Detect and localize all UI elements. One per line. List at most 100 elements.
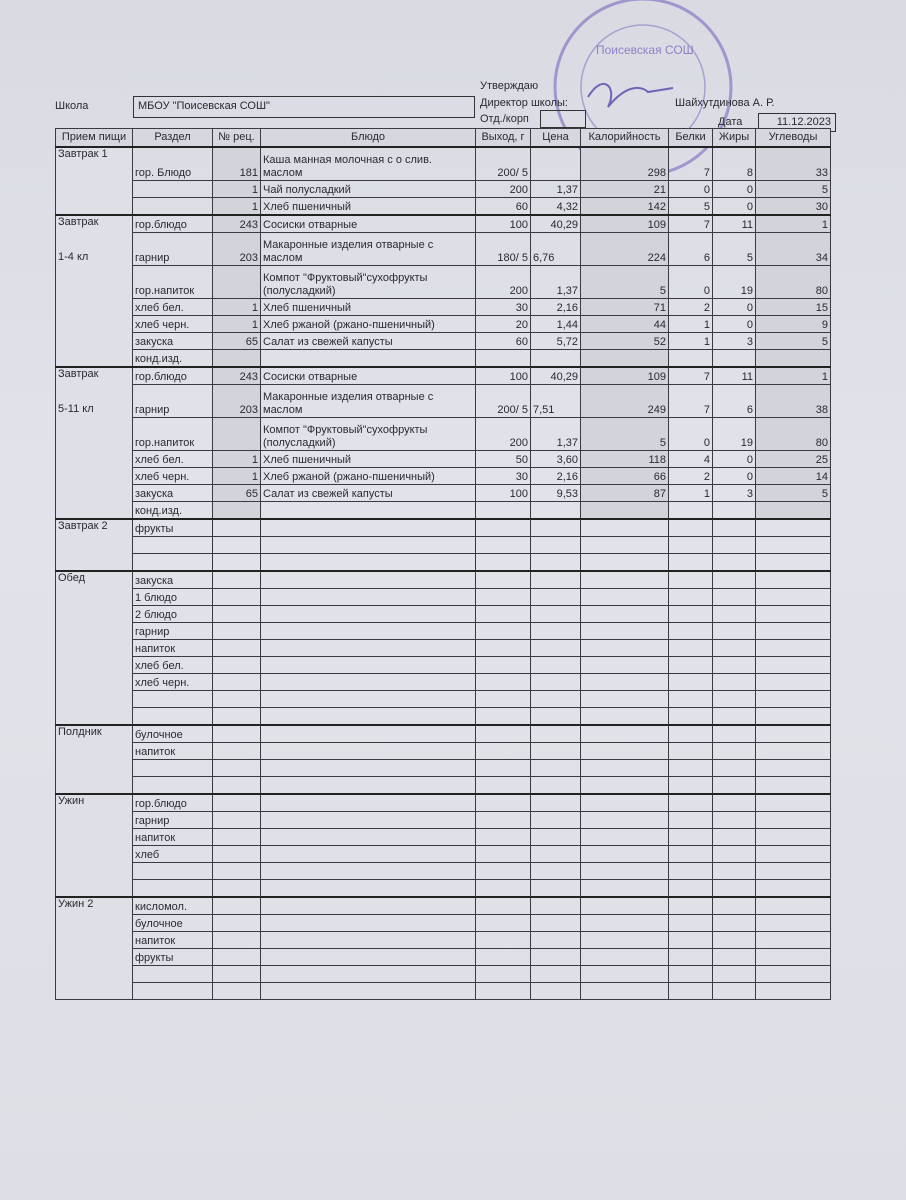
price-cell (530, 742, 581, 760)
yield-cell: 200 (475, 180, 531, 198)
fat-cell (712, 349, 756, 368)
carbs-cell (755, 501, 831, 520)
protein-cell (668, 605, 713, 623)
section-cell (132, 707, 213, 726)
recipe-number-cell (212, 553, 261, 572)
recipe-number-cell (212, 349, 261, 368)
section-cell: конд.изд. (132, 349, 213, 368)
section-cell: фрукты (132, 948, 213, 966)
recipe-number-cell (212, 536, 261, 554)
carbs-cell (755, 518, 831, 537)
price-cell: 1,37 (530, 265, 581, 299)
price-cell (530, 707, 581, 726)
recipe-number-cell (212, 656, 261, 674)
calories-cell (580, 948, 669, 966)
yield-cell (475, 518, 531, 537)
table-row (56, 690, 831, 708)
recipe-number-cell: 1 (212, 298, 261, 316)
meal-group: Завтрак 1-4 кл гор.блюдо 243 Сосиски отварны… (55, 214, 831, 368)
section-cell (132, 197, 213, 216)
fat-cell (712, 570, 756, 589)
director-label: Директор школы: (480, 97, 568, 109)
carbs-cell: 1 (755, 366, 831, 385)
price-cell: 2,16 (530, 298, 581, 316)
table-row: хлеб бел. 1 Хлеб пшеничный 50 3,60 118 4 0 25 (56, 450, 831, 468)
column-header: Калорийность (580, 128, 669, 148)
calories-cell (580, 811, 669, 829)
price-cell (530, 828, 581, 846)
yield-cell (475, 501, 531, 520)
recipe-number-cell (212, 588, 261, 606)
approve-label: Утверждаю (480, 80, 539, 92)
fat-cell (712, 724, 756, 743)
table-row (56, 879, 831, 898)
dish-cell (260, 965, 476, 983)
meal-name: Полдник (58, 726, 102, 738)
yield-cell (475, 553, 531, 572)
carbs-cell (755, 570, 831, 589)
carbs-cell: 14 (755, 467, 831, 485)
dish-cell (260, 879, 476, 898)
fat-cell (712, 845, 756, 863)
fat-cell (712, 518, 756, 537)
table-row: гарнир (56, 811, 831, 829)
dish-cell (260, 828, 476, 846)
calories-cell (580, 656, 669, 674)
section-cell: напиток (132, 828, 213, 846)
yield-cell: 200 (475, 265, 531, 299)
price-cell (530, 965, 581, 983)
dish-cell (260, 536, 476, 554)
recipe-number-cell (212, 811, 261, 829)
fat-cell (712, 931, 756, 949)
calories-cell: 44 (580, 315, 669, 333)
fat-cell: 8 (712, 146, 756, 181)
protein-cell (668, 982, 713, 1000)
calories-cell: 109 (580, 214, 669, 233)
table-row: булочное (56, 914, 831, 932)
column-header: № рец. (212, 128, 261, 148)
table-row: 1 блюдо (56, 588, 831, 606)
protein-cell: 0 (668, 417, 713, 451)
dish-cell (260, 349, 476, 368)
fat-cell (712, 879, 756, 898)
fat-cell: 0 (712, 197, 756, 216)
table-row: хлеб черн. 1 Хлеб ржаной (ржано-пшеничный)… (56, 467, 831, 485)
fat-cell (712, 501, 756, 520)
calories-cell: 66 (580, 467, 669, 485)
recipe-number-cell (212, 690, 261, 708)
recipe-number-cell (212, 982, 261, 1000)
carbs-cell (755, 793, 831, 812)
price-cell (530, 914, 581, 932)
dish-cell (260, 982, 476, 1000)
yield-cell (475, 707, 531, 726)
fat-cell (712, 656, 756, 674)
calories-cell (580, 639, 669, 657)
price-cell (530, 518, 581, 537)
calories-cell (580, 742, 669, 760)
section-cell (132, 776, 213, 795)
table-row: гор.напиток Компот "Фруктовый"сухофрукты … (56, 265, 831, 299)
fat-cell (712, 948, 756, 966)
price-cell (530, 605, 581, 623)
fat-cell (712, 639, 756, 657)
section-cell: булочное (132, 724, 213, 743)
protein-cell (668, 553, 713, 572)
table-row: Ужин гор.блюдо (55, 793, 831, 898)
carbs-cell: 80 (755, 417, 831, 451)
calories-cell (580, 982, 669, 1000)
protein-cell (668, 896, 713, 915)
carbs-cell (755, 690, 831, 708)
column-header: Жиры (712, 128, 756, 148)
section-cell: напиток (132, 639, 213, 657)
yield-cell: 60 (475, 197, 531, 216)
carbs-cell (755, 828, 831, 846)
table-row: напиток (56, 931, 831, 949)
recipe-number-cell (212, 759, 261, 777)
protein-cell (668, 536, 713, 554)
yield-cell: 30 (475, 298, 531, 316)
yield-cell (475, 639, 531, 657)
table-row: 1 Чай полусладкий 200 1,37 21 0 0 5 (56, 180, 831, 198)
yield-cell: 200 (475, 417, 531, 451)
meal-name: Обед (58, 572, 86, 584)
dish-cell: Компот "Фруктовый"сухофрукты (полусладки… (260, 265, 476, 299)
